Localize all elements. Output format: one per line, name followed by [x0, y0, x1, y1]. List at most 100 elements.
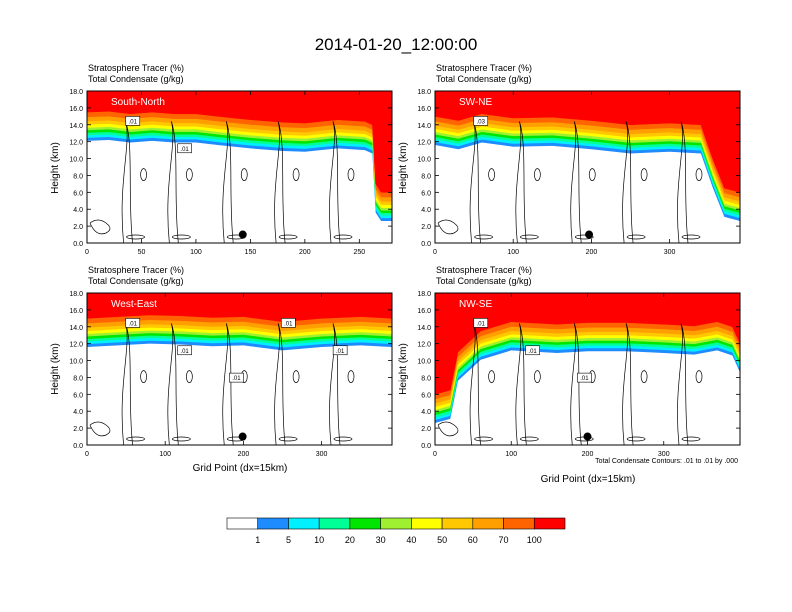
contour-closed	[437, 421, 459, 437]
y-tick-label: 10.0	[69, 157, 83, 164]
colorbar-label: 30	[376, 535, 386, 545]
y-tick-label: 16.0	[69, 106, 83, 113]
contour-closed	[533, 370, 541, 383]
contour-closed	[695, 370, 703, 383]
x-tick-label: 0	[85, 249, 89, 256]
tracer-field: .01 .01	[87, 91, 392, 243]
contour-closed	[333, 234, 353, 240]
contour-closed	[347, 168, 355, 181]
panel-label-tracer: Stratosphere Tracer (%)	[436, 265, 532, 275]
contour-line	[167, 121, 179, 243]
y-tick-label: 6.0	[73, 392, 83, 399]
y-tick-label: 16.0	[417, 308, 431, 315]
panel-label-condensate: Total Condensate (g/kg)	[436, 74, 532, 84]
y-tick-label: 10.0	[69, 359, 83, 366]
plot-frame	[86, 90, 393, 244]
y-tick-label: 12.0	[417, 140, 431, 147]
y-axis-label: Height (km)	[398, 142, 409, 194]
colorbar-swatch	[411, 517, 443, 530]
y-tick-label: 0.0	[421, 443, 431, 450]
contour-line	[329, 121, 341, 243]
y-tick-label: 18.0	[417, 291, 431, 298]
contour-line	[677, 323, 689, 445]
y-tick-label: 10.0	[417, 359, 431, 366]
colorbar-swatch	[349, 517, 381, 530]
panel-name: NW-SE	[459, 299, 492, 310]
y-tick-label: 18.0	[69, 89, 83, 96]
contour-closed	[574, 234, 594, 240]
contour-label-box	[177, 345, 192, 356]
tracer-field: .03	[435, 91, 740, 243]
y-tick-label: 2.0	[421, 426, 431, 433]
contour-closed	[533, 168, 541, 181]
contour-line	[222, 121, 234, 243]
contour-line	[570, 323, 582, 445]
y-tick-label: 12.0	[69, 342, 83, 349]
x-tick-label: 200	[582, 451, 594, 458]
x-axis-label: Grid Point (dx=15km)	[193, 463, 288, 474]
contour-line	[274, 121, 286, 243]
colorbar-label: 60	[468, 535, 478, 545]
contour-line	[515, 121, 527, 243]
x-tick-label: 100	[190, 249, 202, 256]
contour-closed	[186, 168, 193, 181]
contour-closed	[640, 370, 648, 383]
location-marker	[585, 230, 594, 239]
panel-nw-se: Stratosphere Tracer (%) Total Condensate…	[398, 265, 741, 485]
panel-label-tracer: Stratosphere Tracer (%)	[88, 63, 184, 73]
contour-label: .01	[580, 376, 589, 382]
panel-name: West-East	[111, 299, 157, 310]
contour-closed	[681, 234, 701, 240]
panel-south-north: Stratosphere Tracer (%) Total Condensate…	[50, 63, 393, 256]
y-tick-label: 14.0	[69, 325, 83, 332]
x-tick-label: 0	[433, 249, 437, 256]
x-tick-label: 300	[316, 451, 328, 458]
x-tick-label: 50	[138, 249, 146, 256]
y-tick-label: 12.0	[417, 342, 431, 349]
contour-label-box	[473, 318, 489, 328]
contour-closed	[292, 370, 300, 383]
contour-label: .01	[232, 376, 241, 382]
colorbar-label: 70	[499, 535, 509, 545]
contour-note: Total Condensate Contours: .01 to .01 by…	[595, 458, 738, 465]
y-tick-label: 8.0	[73, 375, 83, 382]
x-tick-label: 300	[658, 451, 670, 458]
colorbar-label: 50	[437, 535, 447, 545]
contour-label: .01	[129, 119, 138, 125]
panel-west-east: Stratosphere Tracer (%) Total Condensate…	[50, 265, 393, 474]
contour-label: .01	[180, 147, 189, 153]
colorbar-swatch	[288, 517, 320, 530]
contour-line	[329, 323, 341, 445]
y-axis-label: Height (km)	[398, 343, 409, 395]
location-marker	[583, 432, 592, 441]
contour-label: .01	[477, 321, 486, 327]
contour-closed	[626, 436, 646, 442]
x-tick-label: 100	[507, 249, 519, 256]
contour-label-box	[125, 318, 141, 328]
contour-closed	[588, 168, 596, 181]
contour-closed	[186, 370, 193, 383]
colorbar-swatch	[503, 517, 535, 530]
contour-label-box	[280, 318, 296, 328]
tracer-boundary	[87, 314, 392, 322]
x-tick-label: 200	[586, 249, 598, 256]
contour-closed	[347, 370, 355, 383]
x-tick-label: 0	[85, 451, 89, 458]
contour-closed	[126, 436, 145, 442]
contour-closed	[474, 436, 493, 442]
y-tick-label: 8.0	[421, 173, 431, 180]
y-tick-label: 4.0	[73, 207, 83, 214]
x-tick-label: 200	[299, 249, 311, 256]
y-tick-label: 0.0	[73, 241, 83, 248]
y-tick-label: 4.0	[73, 409, 83, 416]
contour-closed	[292, 168, 300, 181]
location-marker	[238, 230, 247, 239]
y-tick-label: 14.0	[417, 123, 431, 130]
contour-closed	[640, 168, 648, 181]
contour-label: .03	[477, 119, 486, 125]
contour-line	[570, 121, 582, 243]
contour-closed	[240, 168, 248, 181]
y-tick-label: 18.0	[417, 89, 431, 96]
contour-label-box	[229, 372, 244, 383]
